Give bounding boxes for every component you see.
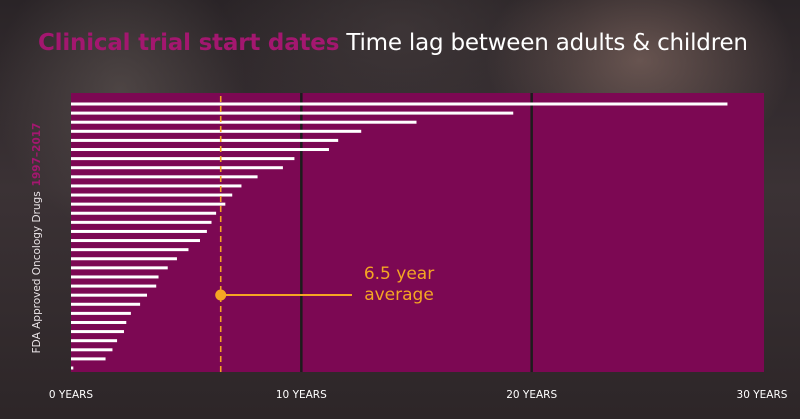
bar <box>71 284 157 288</box>
bar <box>71 157 295 161</box>
bar <box>71 220 212 224</box>
bar <box>71 293 148 297</box>
bar <box>71 211 217 215</box>
bar <box>71 275 159 279</box>
bar <box>71 148 329 152</box>
bar <box>71 184 242 188</box>
average-label-line1: 6.5 year <box>364 264 434 284</box>
x-tick-label: 0 YEARS <box>49 389 94 401</box>
bar <box>71 111 514 115</box>
bar <box>71 102 728 106</box>
average-label-line2: average <box>364 285 434 305</box>
bar <box>71 239 200 243</box>
bar <box>71 257 177 261</box>
x-tick-label: 20 YEARS <box>506 389 557 401</box>
x-tick-label: 30 YEARS <box>737 389 788 401</box>
bar <box>71 202 226 206</box>
chart-title: Clinical trial start dates Time lag betw… <box>38 30 748 56</box>
bar <box>71 266 168 270</box>
bar <box>71 357 106 361</box>
bar <box>71 348 113 352</box>
bars <box>71 102 728 370</box>
bar <box>71 302 141 306</box>
bar <box>71 193 233 197</box>
bar <box>71 166 283 170</box>
bar <box>71 330 124 334</box>
bar <box>71 248 189 252</box>
bar <box>71 120 417 124</box>
bar <box>71 129 362 133</box>
bar <box>71 311 131 315</box>
bar <box>71 320 127 324</box>
title-highlight: Clinical trial start dates <box>38 30 340 56</box>
title-subtitle: Time lag between adults & children <box>346 30 748 56</box>
bar <box>71 138 339 142</box>
bar <box>71 175 258 179</box>
bar <box>71 339 118 343</box>
average-dot <box>215 289 227 301</box>
bar <box>71 366 74 370</box>
bar <box>71 229 207 233</box>
x-tick-label: 10 YEARS <box>276 389 327 401</box>
x-axis-ticks: 0 YEARS 10 YEARS 20 YEARS 30 YEARS <box>49 389 788 401</box>
